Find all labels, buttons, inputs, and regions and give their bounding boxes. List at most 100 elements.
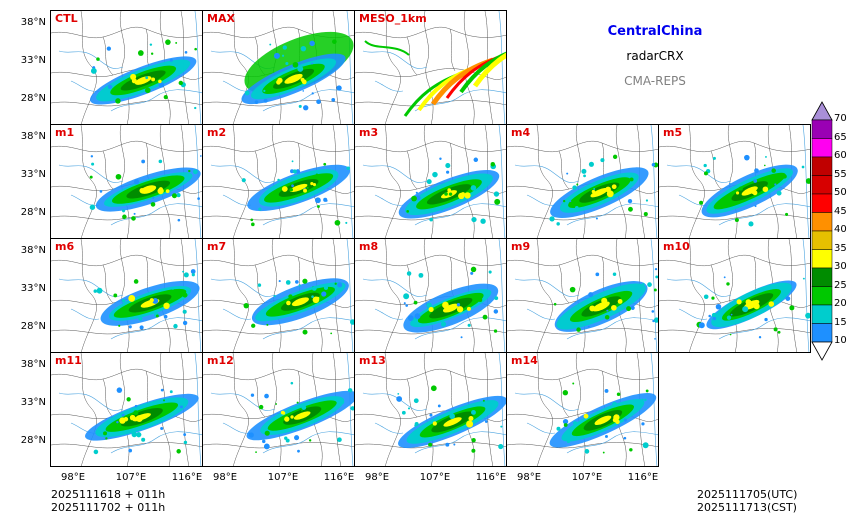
valid-time: 2025111705(UTC) 2025111713(CST)	[697, 488, 797, 514]
echo-speck	[729, 333, 732, 336]
echo-speck	[93, 289, 98, 293]
map-canvas	[51, 239, 202, 352]
lon-tick-label: 107°E	[267, 472, 299, 483]
river	[650, 353, 658, 466]
echo-speck	[785, 296, 791, 301]
echo-speck	[124, 90, 127, 93]
echo-speck	[754, 168, 759, 174]
province-border	[254, 378, 266, 418]
echo-speck	[340, 400, 345, 404]
echo-speck	[285, 61, 289, 66]
echo-core	[466, 420, 474, 428]
echo-speck	[415, 191, 418, 194]
colorbar-level-label: 20	[834, 298, 847, 309]
echo-core	[165, 189, 170, 194]
system-title: CMA-REPS	[624, 74, 686, 88]
colorbar-segment	[811, 138, 833, 158]
echo-speck	[490, 162, 496, 167]
river	[666, 278, 732, 297]
river	[514, 278, 580, 297]
map-canvas	[51, 11, 202, 124]
echo-speck	[90, 155, 94, 158]
lat-tick-label: 33°N	[20, 55, 46, 66]
river	[566, 431, 658, 454]
province-border	[507, 328, 658, 335]
province-border	[51, 328, 202, 335]
echo-speck	[306, 186, 309, 189]
river	[110, 203, 202, 226]
map-canvas	[51, 125, 202, 238]
panel-label: m8	[359, 240, 379, 253]
echo-speck	[302, 278, 308, 284]
lat-tick-label: 33°N	[20, 169, 46, 180]
province-border	[51, 254, 202, 267]
echo-speck	[263, 443, 270, 450]
river	[58, 50, 124, 69]
province-border	[203, 254, 354, 267]
echo-speck	[296, 401, 299, 404]
river	[514, 392, 580, 411]
echo-speck	[432, 171, 438, 178]
panel-label: m1	[55, 126, 75, 139]
echo-speck	[588, 161, 594, 167]
echo-speck	[183, 272, 189, 278]
echo-speck	[712, 156, 716, 160]
province-border	[449, 28, 456, 72]
echo-speck	[292, 61, 299, 68]
init-time-line1: 2025111618 + 011h	[51, 488, 166, 501]
echo-core	[736, 299, 742, 305]
echo-speck	[155, 314, 159, 318]
province-border	[232, 239, 249, 352]
province-border	[406, 264, 418, 304]
province-border	[507, 140, 658, 153]
echo-speck	[715, 303, 722, 310]
echo-speck	[653, 288, 657, 292]
echo-speck	[317, 205, 320, 208]
lon-tick-label: 107°E	[115, 472, 147, 483]
province-border	[232, 11, 249, 124]
province-border	[575, 239, 586, 352]
river	[414, 203, 506, 226]
map-canvas	[659, 125, 810, 238]
echo-speck	[106, 46, 111, 51]
echo-speck	[103, 431, 108, 436]
province-border	[355, 140, 506, 153]
echo-speck	[334, 282, 337, 285]
echo-core	[135, 415, 143, 422]
echo-speck	[655, 275, 658, 279]
echo-speck	[771, 168, 776, 173]
echo-speck	[478, 298, 483, 303]
river	[346, 239, 354, 352]
river	[526, 308, 556, 320]
colorbar-level-label: 25	[834, 279, 847, 291]
province-border	[659, 214, 810, 221]
echo-speck	[654, 267, 658, 271]
echo-speck	[488, 270, 492, 274]
river	[374, 308, 404, 320]
echo-speck	[178, 80, 183, 86]
echo-core	[583, 413, 589, 419]
province-border	[710, 264, 722, 304]
lat-tick-label: 28°N	[20, 207, 46, 218]
lon-tick-label: 98°E	[60, 472, 86, 483]
map-panel-m3: m3	[354, 124, 507, 239]
echo-area	[592, 301, 610, 312]
province-border	[271, 125, 282, 238]
echo-speck	[323, 285, 329, 290]
province-border	[727, 125, 738, 238]
province-border	[406, 150, 418, 190]
echo-speck	[699, 200, 704, 205]
echo-speck	[294, 435, 300, 441]
echo-speck	[248, 432, 254, 438]
echo-speck	[703, 163, 707, 168]
river	[678, 308, 708, 320]
echo-core	[128, 294, 136, 302]
province-border	[575, 125, 586, 238]
echo-speck	[414, 313, 421, 320]
echo-speck	[108, 84, 113, 89]
echo-speck	[133, 279, 139, 284]
echo-speck	[291, 160, 294, 163]
province-border	[355, 410, 506, 422]
province-border	[423, 239, 434, 352]
echo-core	[589, 305, 596, 312]
